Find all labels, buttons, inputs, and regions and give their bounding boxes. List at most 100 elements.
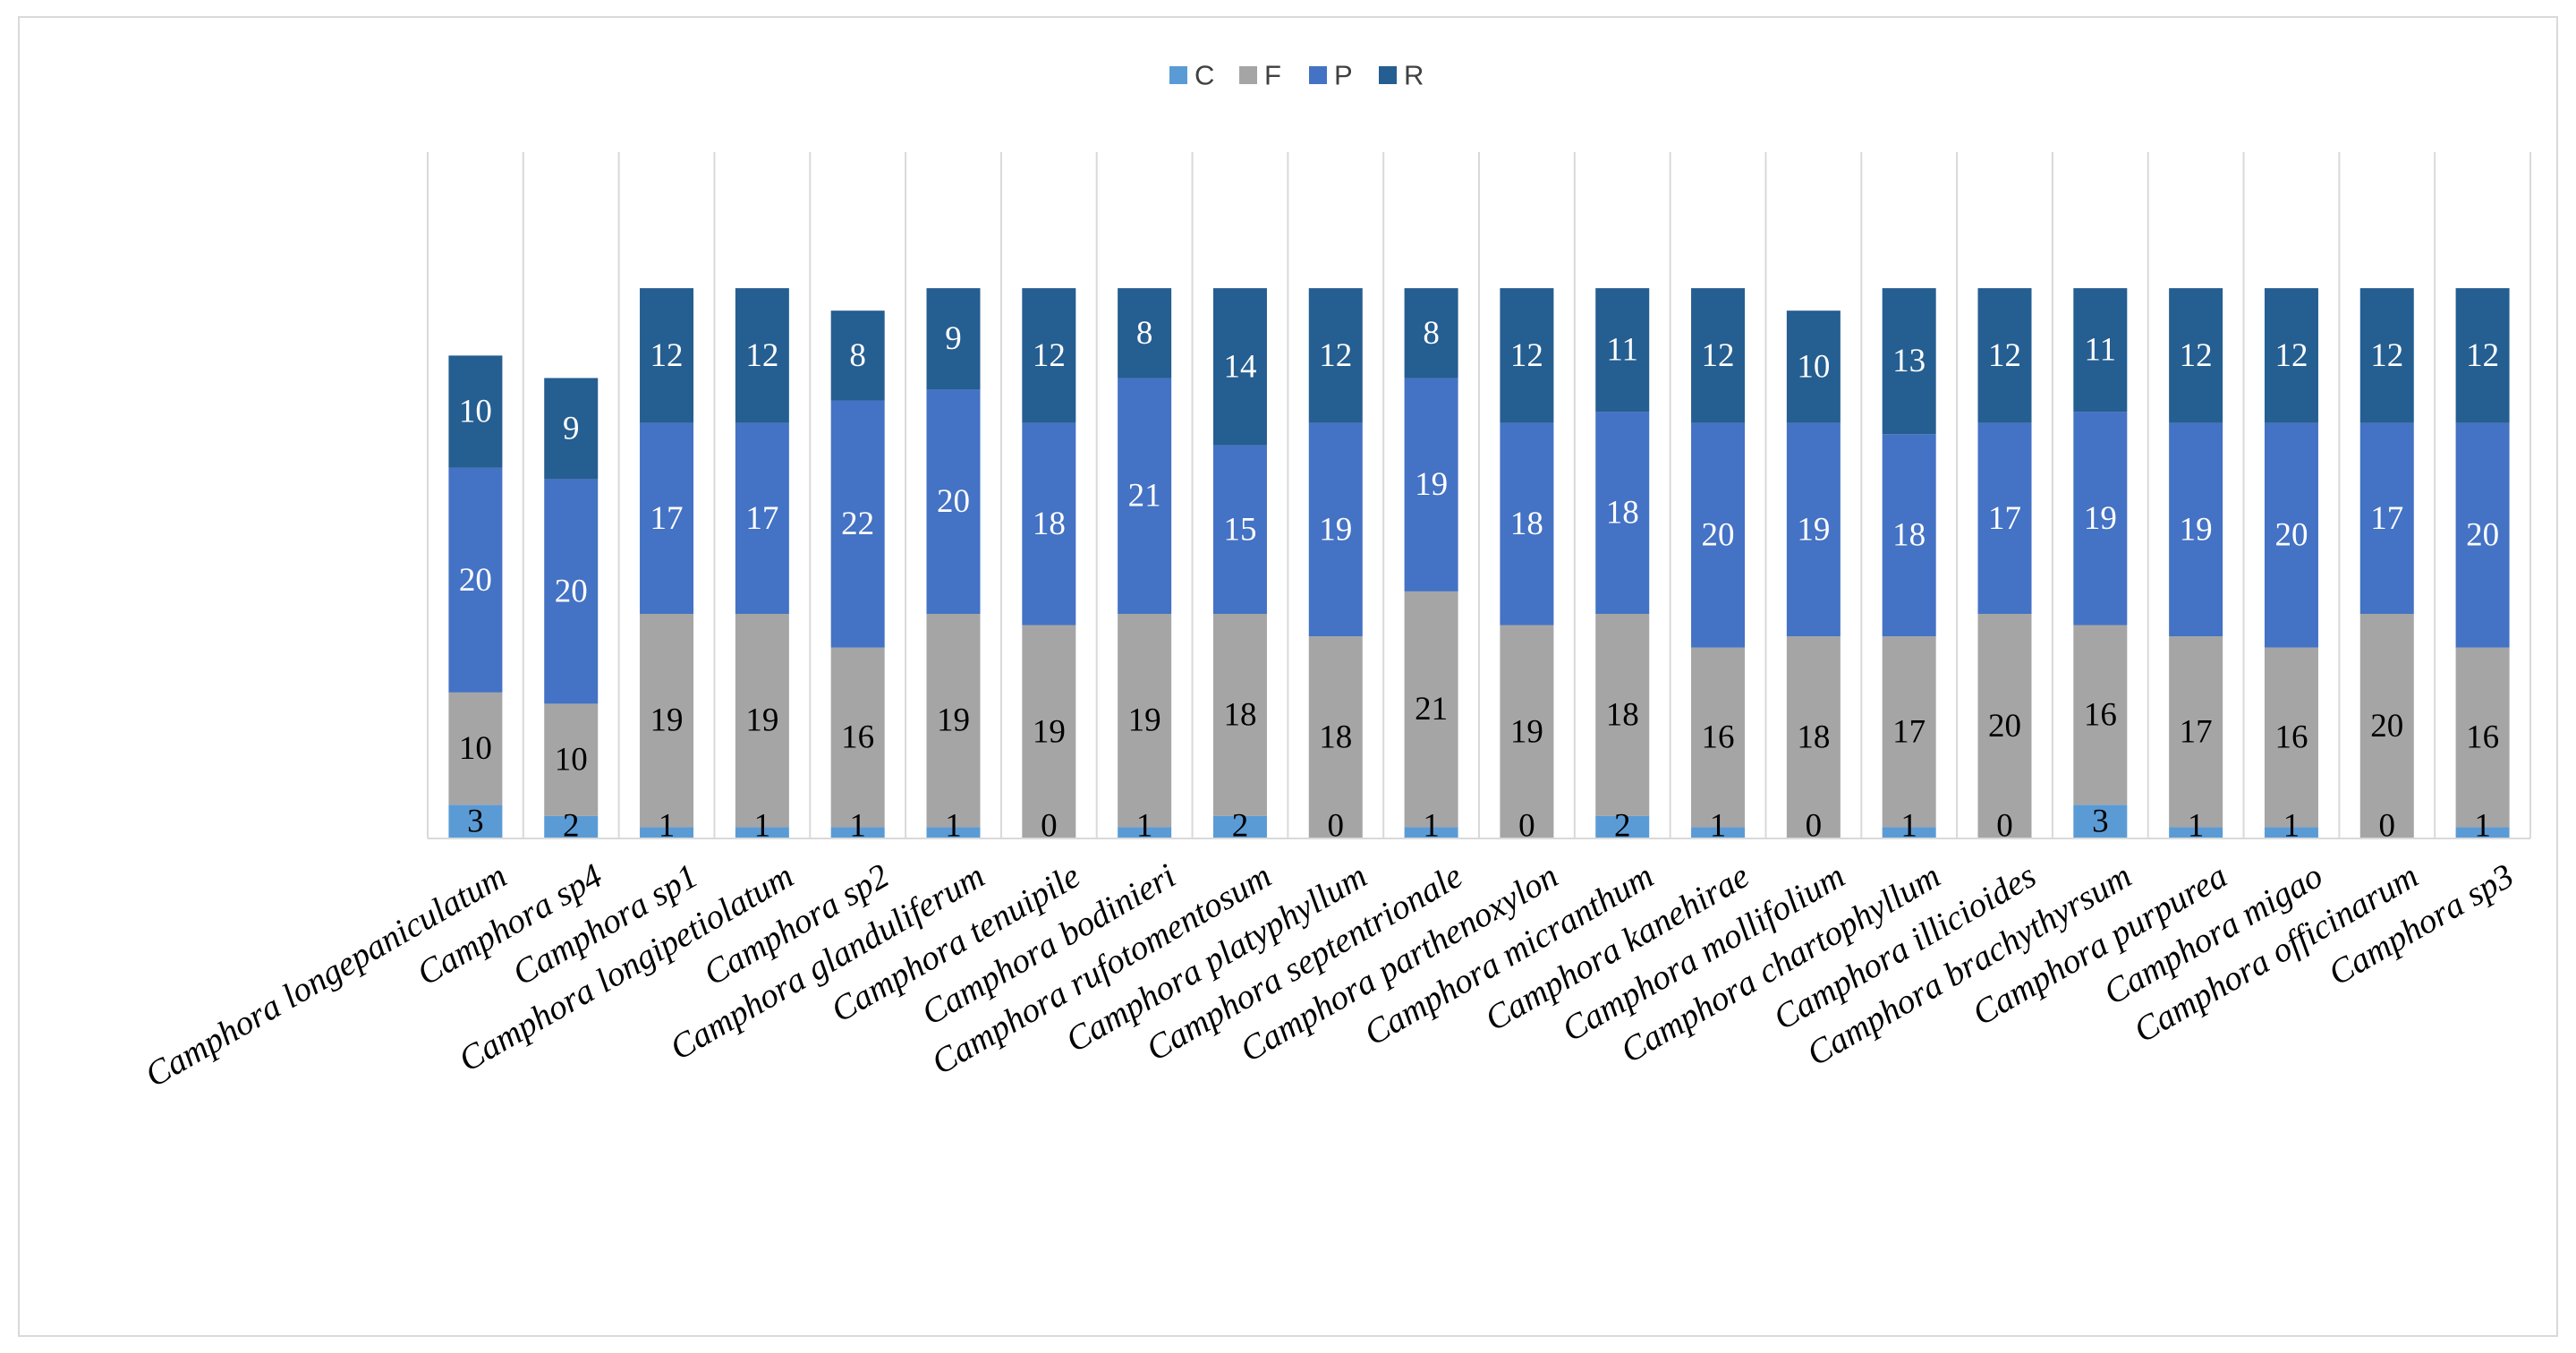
data-label-r-camphora-brachythyrsum: 11 xyxy=(2084,332,2116,369)
data-label-f-camphora-sp1: 19 xyxy=(650,702,684,739)
bar-segment-r-camphora-mollifolium xyxy=(1786,311,1841,423)
bar-segment-f-camphora-purpurea xyxy=(2169,636,2223,828)
bar-segment-c-camphora-glanduliferum xyxy=(926,827,981,838)
legend-swatch-r xyxy=(1379,66,1397,84)
data-label-p-camphora-kanehirae: 20 xyxy=(1702,517,1735,554)
bar-segment-c-camphora-longepaniculatum xyxy=(448,804,503,838)
bar-segment-r-camphora-sp1 xyxy=(640,288,694,423)
bar-segment-r-camphora-longipetiolatum xyxy=(735,288,789,423)
bar-segment-r-camphora-bodinieri xyxy=(1118,288,1172,379)
data-label-r-camphora-parthenoxylon: 12 xyxy=(1510,337,1543,374)
bar-segment-r-camphora-septentrionale xyxy=(1404,288,1458,379)
data-label-p-camphora-migao: 20 xyxy=(2274,517,2308,554)
bar-segment-c-camphora-rufotomentosum xyxy=(1212,815,1267,838)
bar-segment-r-camphora-sp3 xyxy=(2455,288,2510,423)
data-label-f-camphora-migao: 16 xyxy=(2274,719,2308,756)
bar-segment-f-camphora-longepaniculatum xyxy=(448,692,503,805)
bar-series xyxy=(448,288,2510,838)
data-label-c-camphora-longipetiolatum: 1 xyxy=(754,808,771,845)
bar-segment-c-camphora-migao xyxy=(2264,827,2318,838)
legend-swatch-f xyxy=(1239,66,1257,84)
bar-segment-f-camphora-sp1 xyxy=(640,614,694,828)
bar-segment-r-camphora-micranthum xyxy=(1595,288,1650,413)
bar-segment-r-camphora-tenuipile xyxy=(1022,288,1076,423)
data-label-f-camphora-sp3: 16 xyxy=(2466,719,2499,756)
bar-segment-r-camphora-parthenoxylon xyxy=(1500,288,1554,423)
bar-segment-p-camphora-chartophyllum xyxy=(1882,434,1936,637)
bar-segment-f-camphora-platyphyllum xyxy=(1308,636,1363,838)
bar-segment-p-camphora-sp1 xyxy=(640,422,694,614)
data-label-p-camphora-parthenoxylon: 18 xyxy=(1510,506,1543,542)
data-label-c-camphora-bodinieri: 1 xyxy=(1136,808,1153,845)
data-label-f-camphora-bodinieri: 19 xyxy=(1128,702,1161,739)
data-label-p-camphora-longepaniculatum: 20 xyxy=(459,562,492,599)
bar-segment-p-camphora-platyphyllum xyxy=(1308,422,1363,637)
data-label-f-camphora-septentrionale: 21 xyxy=(1415,691,1448,728)
bar-segment-c-camphora-brachythyrsum xyxy=(2073,804,2128,838)
data-label-p-camphora-glanduliferum: 20 xyxy=(937,483,970,520)
bar-segment-p-camphora-bodinieri xyxy=(1118,378,1172,614)
data-label-c-camphora-illicioides: 0 xyxy=(1996,808,2013,845)
data-label-p-camphora-sp4: 20 xyxy=(555,573,588,609)
data-label-r-camphora-chartophyllum: 13 xyxy=(1892,343,1926,379)
bar-segment-f-camphora-septentrionale xyxy=(1404,591,1458,828)
data-label-r-camphora-sp2: 8 xyxy=(849,337,866,374)
data-label-f-camphora-purpurea: 17 xyxy=(2180,713,2213,750)
bar-segment-f-camphora-migao xyxy=(2264,647,2318,828)
vertical-gridlines xyxy=(427,152,2531,838)
data-label-p-camphora-chartophyllum: 18 xyxy=(1892,517,1926,554)
bar-segment-p-camphora-mollifolium xyxy=(1786,422,1841,637)
bar-segment-r-camphora-illicioides xyxy=(1977,288,2032,423)
data-label-r-camphora-septentrionale: 8 xyxy=(1423,315,1440,352)
data-label-r-camphora-sp1: 12 xyxy=(650,337,684,374)
bar-segment-p-camphora-officinarum xyxy=(2359,422,2414,614)
bar-segment-p-camphora-glanduliferum xyxy=(926,389,981,614)
data-label-f-camphora-rufotomentosum: 18 xyxy=(1223,696,1256,733)
data-label-f-camphora-micranthum: 18 xyxy=(1606,696,1639,733)
bar-segment-r-camphora-sp4 xyxy=(544,378,599,480)
data-label-p-camphora-sp3: 20 xyxy=(2466,517,2499,554)
data-label-r-camphora-purpurea: 12 xyxy=(2180,337,2213,374)
data-label-r-camphora-tenuipile: 12 xyxy=(1033,337,1066,374)
data-label-c-camphora-migao: 1 xyxy=(2283,808,2300,845)
bar-segment-p-camphora-micranthum xyxy=(1595,412,1650,614)
bar-segment-r-camphora-sp2 xyxy=(830,311,885,401)
bar-segment-f-camphora-illicioides xyxy=(1977,614,2032,838)
data-label-c-camphora-chartophyllum: 1 xyxy=(1900,808,1917,845)
data-label-r-camphora-bodinieri: 8 xyxy=(1136,315,1153,352)
data-label-r-camphora-kanehirae: 12 xyxy=(1702,337,1735,374)
bar-segment-c-camphora-chartophyllum xyxy=(1882,827,1936,838)
data-label-p-camphora-brachythyrsum: 19 xyxy=(2084,500,2117,537)
legend-swatch-p xyxy=(1309,66,1327,84)
bar-segment-f-camphora-parthenoxylon xyxy=(1500,625,1554,838)
bar-segment-f-camphora-tenuipile xyxy=(1022,625,1076,838)
data-label-c-camphora-micranthum: 2 xyxy=(1614,808,1631,845)
bar-segment-p-camphora-purpurea xyxy=(2169,422,2223,637)
bar-segment-r-camphora-purpurea xyxy=(2169,288,2223,423)
bar-segment-p-camphora-brachythyrsum xyxy=(2073,412,2128,625)
bar-segment-r-camphora-longepaniculatum xyxy=(448,355,503,468)
bar-segment-f-camphora-brachythyrsum xyxy=(2073,625,2128,805)
bar-segment-c-camphora-kanehirae xyxy=(1691,827,1746,838)
data-label-p-camphora-mollifolium: 19 xyxy=(1797,511,1830,548)
bar-segment-f-camphora-sp2 xyxy=(830,647,885,828)
data-label-p-camphora-platyphyllum: 19 xyxy=(1319,511,1352,548)
data-label-p-camphora-tenuipile: 18 xyxy=(1033,506,1066,542)
data-label-f-camphora-parthenoxylon: 19 xyxy=(1510,713,1543,750)
data-label-r-camphora-longepaniculatum: 10 xyxy=(459,394,492,430)
data-label-p-camphora-septentrionale: 19 xyxy=(1415,466,1448,503)
bar-segment-c-camphora-micranthum xyxy=(1595,815,1650,838)
data-label-f-camphora-chartophyllum: 17 xyxy=(1892,713,1926,750)
data-label-r-camphora-mollifolium: 10 xyxy=(1797,348,1830,385)
bar-segment-c-camphora-bodinieri xyxy=(1118,827,1172,838)
data-label-c-camphora-sp1: 1 xyxy=(659,808,676,845)
data-label-p-camphora-longipetiolatum: 17 xyxy=(745,500,778,537)
data-label-p-camphora-sp1: 17 xyxy=(650,500,684,537)
bar-segment-f-camphora-chartophyllum xyxy=(1882,636,1936,828)
data-label-c-camphora-platyphyllum: 0 xyxy=(1328,808,1345,845)
data-label-c-camphora-septentrionale: 1 xyxy=(1423,808,1440,845)
data-label-c-camphora-mollifolium: 0 xyxy=(1806,808,1823,845)
data-label-f-camphora-brachythyrsum: 16 xyxy=(2084,696,2117,733)
data-label-p-camphora-micranthum: 18 xyxy=(1606,495,1639,532)
